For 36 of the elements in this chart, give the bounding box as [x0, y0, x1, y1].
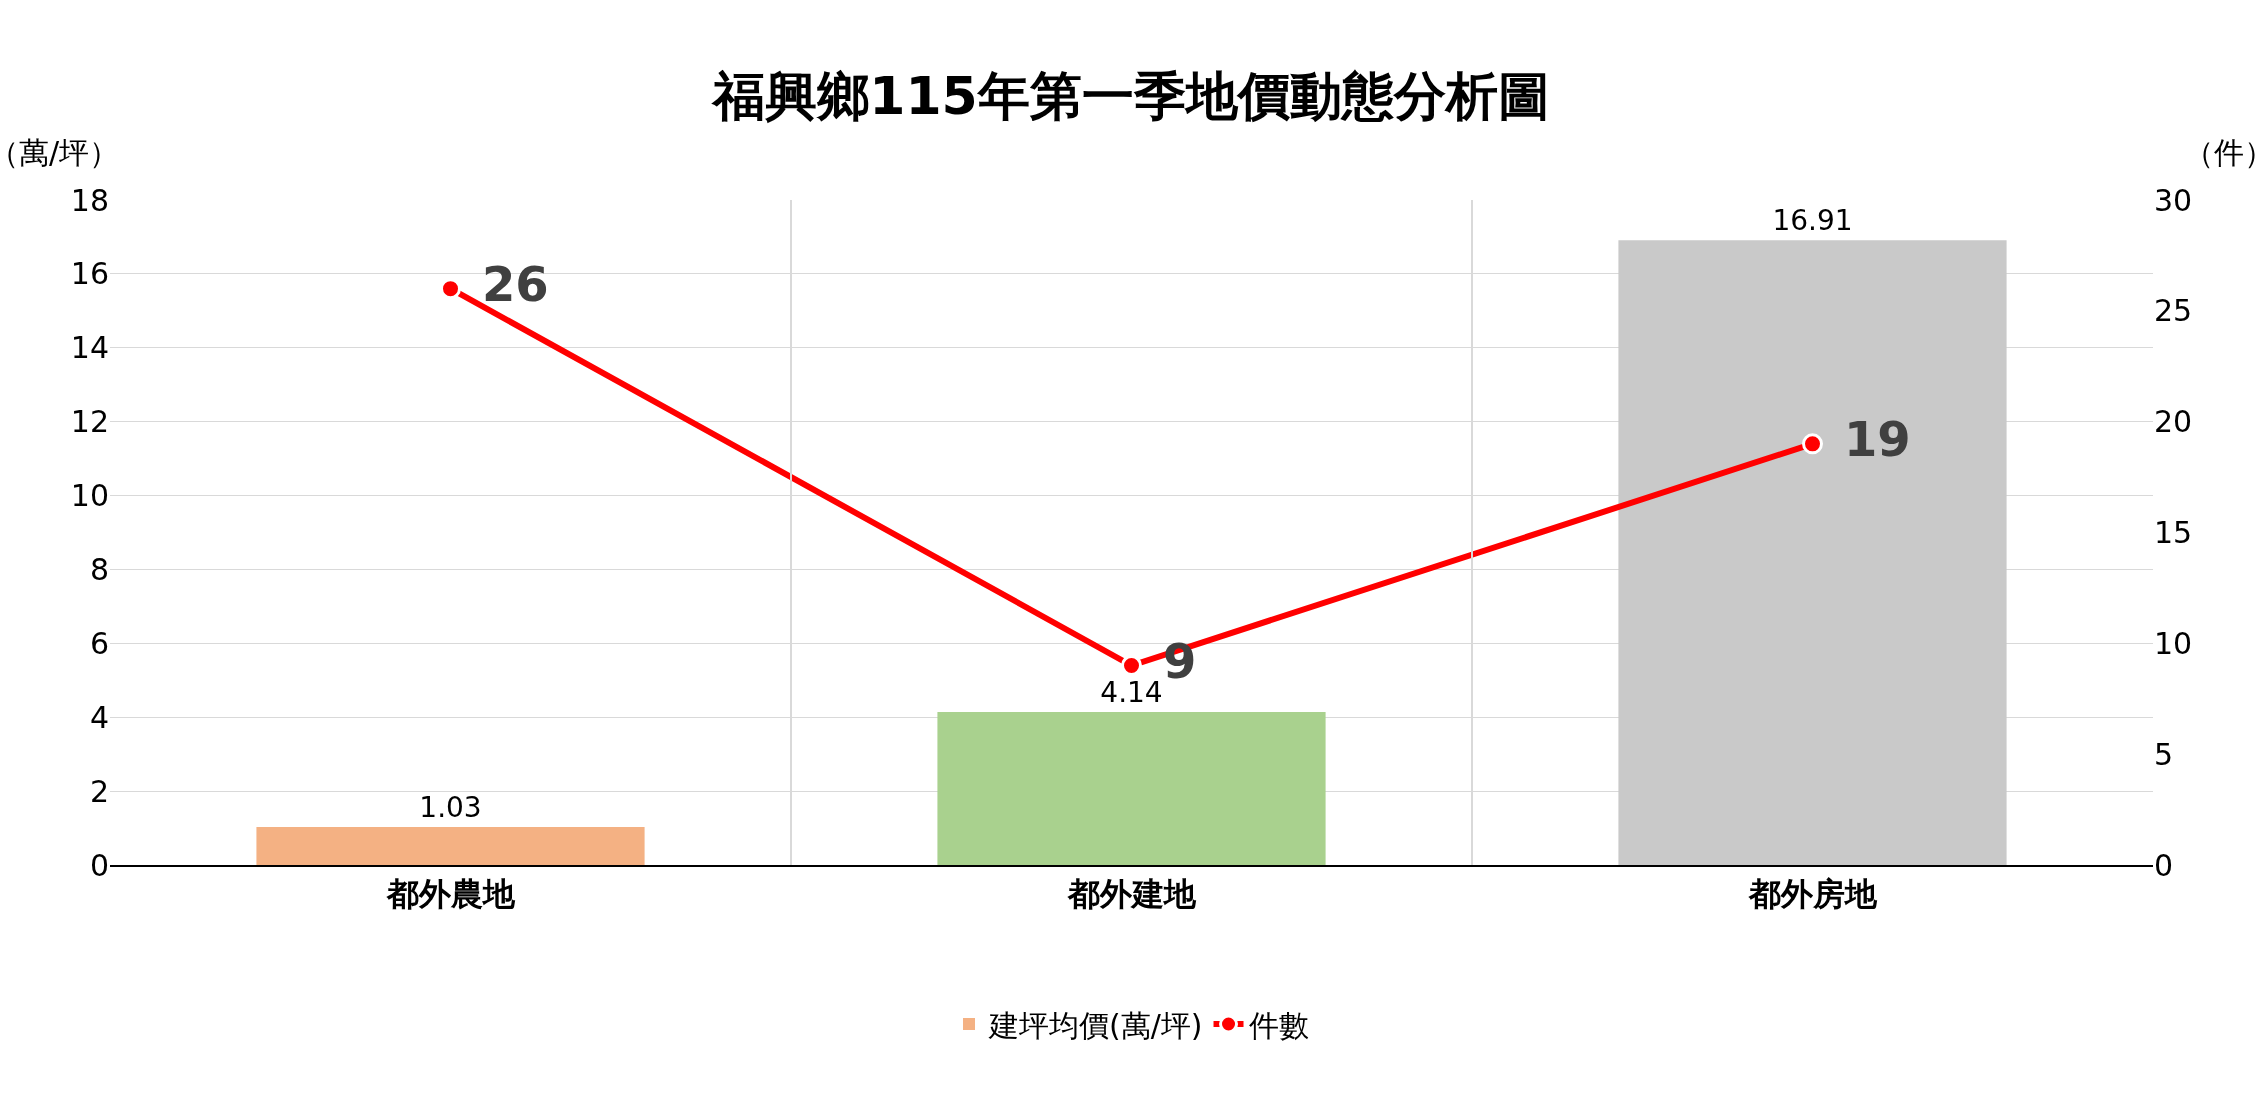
x-tick-label: 都外房地 — [1747, 875, 1878, 914]
legend-label: 件數 — [1248, 1007, 1309, 1043]
x-tick-label: 都外農地 — [385, 875, 516, 914]
legend-label: 建坪均價(萬/坪) — [988, 1007, 1203, 1043]
y-tick-label: 8 — [89, 551, 109, 587]
data-label: 4.14 — [1100, 676, 1163, 710]
y2-tick-label: 5 — [2154, 736, 2174, 772]
data-label: 19 — [1824, 410, 1911, 467]
y-tick-label: 6 — [89, 625, 109, 661]
point — [1802, 433, 1823, 455]
data-label: 26 — [462, 255, 549, 312]
y-tick-label: 4 — [89, 699, 109, 735]
bar — [937, 712, 1326, 865]
y2-axis-title: （件） — [2184, 135, 2263, 170]
y2-tick-label: 10 — [2154, 625, 2193, 661]
point — [440, 278, 461, 300]
y2-tick-label: 15 — [2154, 515, 2193, 550]
bar — [1618, 240, 2007, 865]
y-axis-title: （萬/坪） — [0, 135, 120, 170]
data-label: 16.91 — [1772, 204, 1853, 238]
y-tick-label: 18 — [70, 182, 109, 218]
y-tick-label: 2 — [89, 773, 109, 809]
y2-tick-label: 0 — [2154, 847, 2174, 883]
y-tick-label: 14 — [70, 330, 109, 366]
x-tick-label: 都外建地 — [1066, 875, 1197, 914]
bar — [256, 826, 645, 865]
y-tick-label: 10 — [70, 478, 109, 514]
y-tick-label: 16 — [70, 256, 109, 292]
y2-tick-label: 20 — [2154, 404, 2193, 440]
y-tick-label: 12 — [70, 404, 109, 440]
point — [1121, 655, 1142, 676]
chart-title: 福興鄉115年第一季地價動態分析圖 — [711, 66, 1550, 127]
y2-tick-label: 30 — [2154, 182, 2193, 218]
data-label: 1.03 — [419, 790, 482, 824]
y-tick-label: 0 — [89, 847, 109, 883]
y2-tick-label: 25 — [2154, 293, 2193, 329]
